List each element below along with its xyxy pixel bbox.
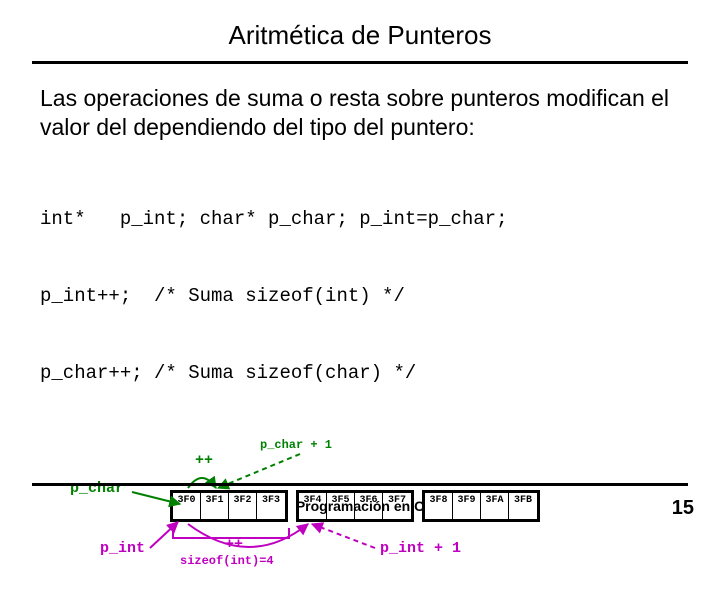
- title-rule: [32, 61, 688, 64]
- pointer-diagram: p_char ++ p_char + 1 3F0 3F1 3F2 3F3 3F4…: [40, 440, 688, 590]
- slide-title: Aritmética de Punteros: [32, 20, 688, 51]
- code-line: int* p_int; char* p_char; p_int=p_char;: [40, 207, 688, 233]
- arrows-svg: [40, 440, 680, 590]
- footer-rule: [32, 483, 688, 486]
- code-block: int* p_int; char* p_char; p_int=p_char; …: [32, 156, 688, 438]
- code-line: p_int++; /* Suma sizeof(int) */: [40, 284, 688, 310]
- page-number: 15: [672, 497, 694, 520]
- body-text: Las operaciones de suma o resta sobre pu…: [32, 84, 688, 142]
- footer-center: Programación en C: [0, 498, 720, 514]
- code-line: p_char++; /* Suma sizeof(char) */: [40, 361, 688, 387]
